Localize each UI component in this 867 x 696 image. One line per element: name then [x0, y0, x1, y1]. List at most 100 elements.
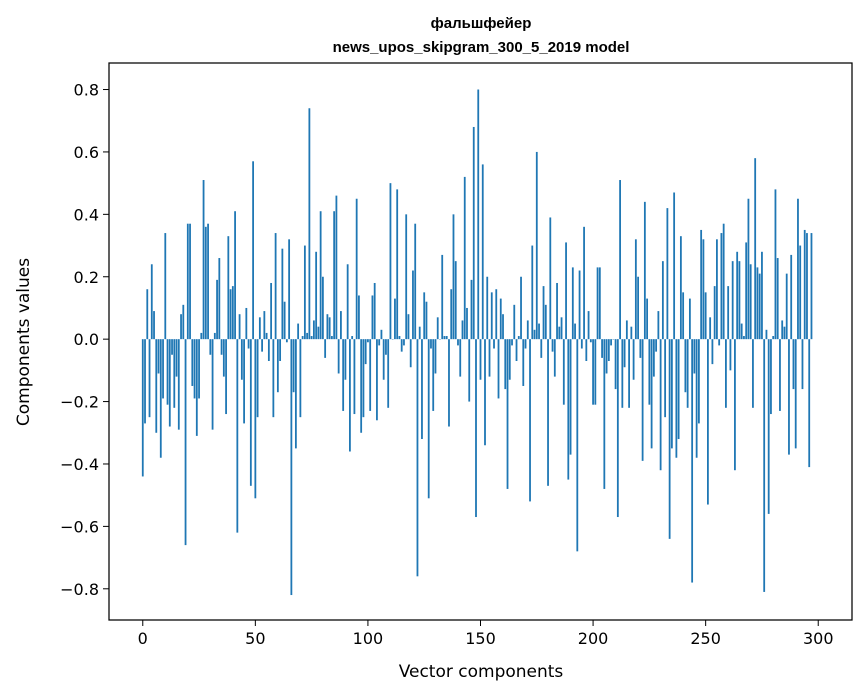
bar — [213, 332, 216, 340]
bar — [360, 339, 363, 433]
bar — [553, 339, 556, 377]
bar — [670, 339, 673, 449]
x-tick-label: 200 — [578, 629, 609, 648]
bar — [292, 339, 295, 393]
bar — [294, 339, 297, 449]
bar — [324, 339, 327, 358]
bar — [362, 339, 365, 418]
bar — [240, 339, 243, 380]
bar — [398, 336, 401, 340]
bar — [249, 339, 252, 486]
bar — [506, 339, 509, 489]
bar — [779, 339, 781, 411]
bar — [272, 339, 275, 418]
bar — [571, 267, 574, 340]
bar — [691, 339, 694, 583]
bar — [479, 339, 482, 380]
bar — [155, 339, 158, 433]
bar — [502, 314, 504, 340]
bar — [619, 180, 621, 340]
bar — [497, 339, 500, 399]
bar — [432, 339, 435, 411]
bar — [596, 267, 599, 340]
bar — [389, 183, 392, 340]
bar — [351, 336, 354, 340]
bar — [153, 311, 155, 340]
bar — [220, 339, 223, 355]
bar — [434, 339, 437, 374]
bar — [565, 242, 567, 340]
bar — [731, 261, 734, 340]
bar — [749, 264, 752, 340]
bar — [576, 339, 579, 552]
bar — [684, 339, 687, 393]
bar — [355, 198, 358, 340]
bar — [607, 339, 610, 361]
bar — [693, 339, 696, 374]
bar — [470, 279, 473, 340]
bar — [650, 339, 653, 449]
y-tick-label: 0.8 — [74, 81, 99, 100]
bar — [279, 339, 282, 361]
bar — [418, 326, 421, 340]
bar — [580, 339, 583, 349]
bar — [767, 339, 770, 514]
bar — [380, 329, 383, 340]
bar — [335, 195, 338, 340]
bar — [472, 126, 475, 340]
bar — [682, 292, 685, 340]
bar — [484, 339, 486, 446]
bar — [443, 336, 446, 340]
bar — [141, 339, 144, 477]
bar — [641, 339, 644, 461]
y-tick-label: 0.2 — [74, 268, 99, 287]
bar — [765, 329, 768, 340]
bar — [303, 245, 306, 340]
bar — [758, 273, 761, 340]
bar — [716, 239, 718, 340]
bar — [493, 339, 495, 349]
bar — [195, 339, 198, 436]
bar — [344, 339, 347, 380]
bar — [592, 339, 594, 405]
bar — [488, 339, 491, 377]
bar — [243, 339, 245, 424]
y-axis-ticks: 0.8 0.6 0.4 0.2 0.0 −0.2 −0.4 −0.6 −0.8 — [60, 81, 109, 599]
x-tick-label: 100 — [353, 629, 384, 648]
bar — [754, 158, 757, 340]
bar — [387, 339, 390, 408]
bar — [783, 326, 786, 340]
bar — [738, 261, 741, 340]
bar — [270, 282, 273, 340]
bar — [414, 223, 417, 340]
bar — [799, 245, 802, 340]
bar — [229, 289, 232, 340]
bar — [297, 323, 300, 340]
bar — [686, 339, 689, 408]
bar — [382, 339, 385, 380]
bar — [454, 261, 457, 340]
bar — [601, 339, 603, 358]
bar — [639, 339, 642, 358]
bar — [281, 248, 284, 340]
bar — [164, 233, 167, 340]
bar — [549, 217, 552, 340]
bar — [756, 267, 759, 340]
bar — [319, 211, 322, 340]
bar — [810, 233, 813, 340]
bar — [709, 317, 712, 340]
bar — [700, 229, 703, 340]
chart-title: фальшфейер — [431, 15, 532, 32]
bar — [610, 339, 612, 346]
bar — [673, 192, 676, 340]
bar — [776, 258, 779, 340]
bar — [666, 208, 669, 340]
bar — [695, 339, 698, 458]
bar — [745, 242, 748, 340]
bar — [657, 311, 660, 340]
bar — [711, 339, 714, 365]
bar-series — [141, 89, 813, 596]
bar — [463, 176, 466, 340]
bar — [191, 339, 194, 386]
bar — [209, 339, 212, 355]
